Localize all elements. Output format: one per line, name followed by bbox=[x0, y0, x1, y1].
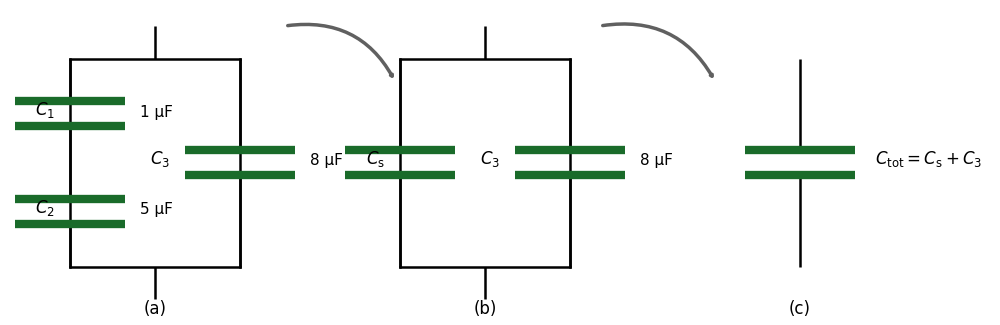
Text: $C_3$: $C_3$ bbox=[480, 149, 500, 169]
Text: $C_\mathrm{s}$: $C_\mathrm{s}$ bbox=[366, 149, 385, 169]
Text: $C_3$: $C_3$ bbox=[150, 149, 170, 169]
FancyArrowPatch shape bbox=[603, 24, 712, 76]
Text: 8 μF: 8 μF bbox=[640, 153, 673, 168]
Text: $C_1$: $C_1$ bbox=[35, 100, 55, 121]
Text: $C_\mathrm{tot} = C_\mathrm{s} + C_3$: $C_\mathrm{tot} = C_\mathrm{s} + C_3$ bbox=[875, 149, 982, 169]
Text: 5 μF: 5 μF bbox=[140, 202, 173, 217]
Text: $C_2$: $C_2$ bbox=[35, 198, 55, 218]
Text: (a): (a) bbox=[144, 300, 166, 318]
Text: 8 μF: 8 μF bbox=[310, 153, 343, 168]
Text: (b): (b) bbox=[473, 300, 497, 318]
Text: (c): (c) bbox=[789, 300, 811, 318]
FancyArrowPatch shape bbox=[288, 24, 392, 76]
Text: 1 μF: 1 μF bbox=[140, 105, 173, 120]
